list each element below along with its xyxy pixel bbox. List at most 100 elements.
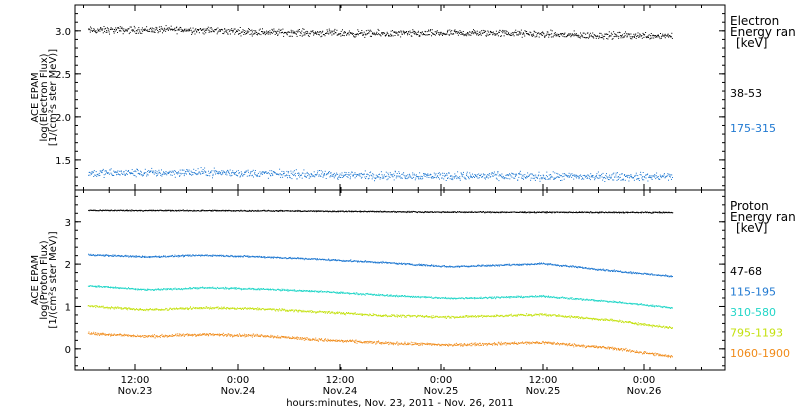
data-point [290, 258, 292, 260]
data-point [212, 287, 214, 289]
data-point [127, 28, 129, 30]
data-point [110, 27, 112, 29]
data-point [211, 255, 212, 257]
data-point [667, 275, 669, 277]
data-point [450, 265, 452, 267]
data-point [414, 31, 416, 33]
data-point [351, 211, 353, 213]
data-point [91, 210, 93, 211]
data-point [608, 211, 610, 213]
data-point [436, 177, 438, 179]
data-point [194, 33, 196, 35]
data-point [92, 254, 94, 256]
y-tick-label: 2.5 [55, 70, 71, 81]
data-point [386, 175, 388, 177]
data-point [261, 210, 262, 212]
data-point [108, 286, 109, 288]
data-point [300, 33, 302, 35]
data-point [377, 175, 378, 177]
data-point [138, 256, 140, 258]
data-point [577, 266, 578, 268]
data-point [610, 270, 612, 271]
data-point [660, 175, 662, 177]
data-point [234, 255, 236, 257]
data-point [254, 171, 256, 173]
data-point [374, 177, 376, 179]
data-point [327, 32, 329, 34]
data-point [137, 170, 139, 172]
data-point [622, 36, 624, 38]
data-point [304, 33, 306, 35]
data-point [514, 31, 516, 33]
data-point [462, 211, 464, 213]
data-point [632, 272, 634, 274]
data-point [96, 286, 98, 288]
data-point [400, 177, 402, 179]
data-point [195, 254, 197, 256]
data-point [314, 32, 316, 34]
data-point [556, 176, 558, 178]
data-point [554, 32, 556, 34]
data-point [634, 175, 636, 177]
data-point [327, 211, 329, 213]
data-point [405, 178, 407, 180]
data-point [614, 176, 616, 178]
data-point [263, 288, 265, 290]
data-point [250, 33, 252, 35]
data-point [662, 212, 664, 214]
data-point [466, 265, 468, 267]
data-point [379, 178, 381, 180]
data-point [484, 212, 486, 214]
data-point [614, 211, 616, 213]
data-point [453, 211, 455, 213]
data-point [465, 34, 466, 36]
data-point [208, 172, 210, 174]
data-point [132, 210, 134, 212]
data-point [224, 172, 226, 174]
data-point [491, 32, 493, 34]
data-point [638, 35, 640, 37]
data-point [533, 174, 535, 176]
data-point [272, 173, 274, 175]
data-point [155, 26, 157, 28]
data-point [579, 266, 580, 268]
data-point [228, 288, 230, 290]
data-point [226, 210, 228, 211]
data-point [117, 27, 119, 29]
data-point [311, 31, 313, 33]
data-point [322, 171, 324, 173]
data-point [160, 256, 161, 258]
data-point [270, 210, 272, 212]
data-point [482, 264, 484, 266]
data-point [650, 176, 652, 178]
data-point [145, 28, 146, 30]
data-point [467, 266, 469, 268]
data-point [496, 264, 498, 266]
data-point [244, 32, 245, 33]
data-point [437, 173, 439, 174]
data-point [232, 287, 234, 289]
data-point [387, 33, 389, 34]
data-point [142, 255, 143, 257]
data-point [450, 211, 452, 213]
data-point [527, 33, 529, 34]
data-point [614, 270, 616, 272]
data-point [534, 211, 536, 213]
data-point [455, 31, 456, 33]
data-point [270, 32, 272, 34]
data-point [592, 212, 594, 214]
data-point [263, 171, 265, 173]
data-point [342, 29, 343, 31]
data-point [576, 266, 578, 268]
data-point [218, 255, 220, 256]
data-point [448, 34, 450, 36]
data-point [412, 172, 414, 174]
data-point [642, 172, 644, 173]
data-point [251, 29, 253, 31]
data-point [182, 209, 184, 211]
data-point [237, 256, 239, 258]
data-point [129, 172, 131, 173]
data-point [415, 211, 417, 213]
data-point [544, 212, 546, 214]
data-point [381, 211, 383, 213]
